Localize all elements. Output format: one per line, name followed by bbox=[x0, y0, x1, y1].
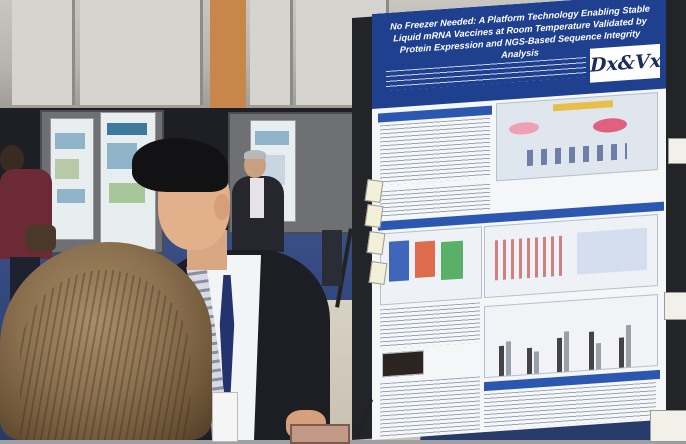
poster-text-block bbox=[380, 117, 490, 186]
sticky-note bbox=[364, 203, 384, 229]
attendee-background bbox=[232, 150, 284, 290]
poster-figure bbox=[380, 226, 482, 306]
poster-image bbox=[382, 350, 424, 378]
listener-hair bbox=[0, 242, 212, 440]
poster-bar-chart bbox=[484, 294, 658, 379]
poster-board-background bbox=[40, 110, 164, 254]
listener-hair-strands bbox=[20, 270, 190, 440]
attendee-legs bbox=[322, 230, 342, 286]
poster-text-block bbox=[380, 183, 490, 218]
wall-panel bbox=[80, 0, 203, 105]
name-badge bbox=[212, 392, 238, 442]
presenter-ear bbox=[214, 194, 230, 220]
shoulder-bag bbox=[26, 225, 56, 251]
poster-header: No Freezer Needed: A Platform Technology… bbox=[372, 0, 666, 109]
sticky-note bbox=[364, 178, 384, 204]
side-card bbox=[668, 138, 686, 164]
smartphone bbox=[290, 424, 350, 444]
side-card bbox=[664, 292, 686, 320]
background-poster bbox=[50, 118, 94, 240]
wall-panel bbox=[12, 0, 75, 105]
presenter-hair bbox=[138, 150, 168, 190]
research-poster: No Freezer Needed: A Platform Technology… bbox=[372, 0, 666, 440]
sticky-note bbox=[368, 260, 388, 286]
poster-text-block bbox=[380, 376, 480, 438]
wall-panel bbox=[250, 0, 293, 105]
poster-text-block bbox=[380, 302, 480, 350]
side-card bbox=[650, 410, 686, 442]
company-logo: Dx&Vx bbox=[590, 43, 661, 83]
poster-figure bbox=[484, 214, 658, 299]
poster-diagram bbox=[496, 92, 658, 182]
orange-wall-strip bbox=[210, 0, 246, 108]
sticky-note bbox=[366, 230, 386, 256]
